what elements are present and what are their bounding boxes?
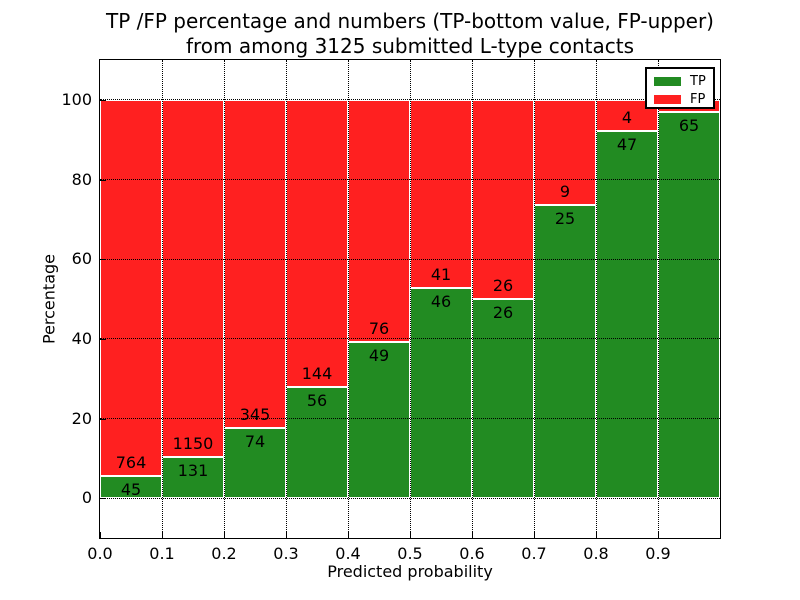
x-tick-mark [286, 532, 287, 538]
y-tick-mark [100, 99, 106, 101]
tp-bar-segment [162, 457, 224, 499]
tp-count-label: 25 [554, 209, 576, 229]
y-tick-label: 100 [61, 89, 92, 109]
tp-bar-segment [472, 299, 534, 499]
fp-count-label: 9 [559, 182, 571, 202]
y-tick-mark [100, 259, 106, 261]
v-gridline [347, 60, 349, 538]
x-tick-mark [534, 532, 535, 538]
x-tick-label: 0.1 [149, 544, 175, 563]
fp-count-label: 26 [492, 276, 514, 295]
tp-bar-segment [534, 205, 596, 499]
v-gridline [409, 60, 411, 538]
tp-count-label: 74 [244, 431, 266, 451]
tp-bar-segment [224, 427, 286, 499]
x-tick-label: 0.7 [521, 544, 547, 563]
tp-count-label: 46 [430, 291, 452, 311]
fp-bar-segment [100, 99, 162, 476]
tp-bar-segment [410, 287, 472, 499]
v-gridline [223, 60, 225, 538]
tp-count-label: 131 [177, 461, 209, 481]
x-tick-label: 0.9 [645, 544, 671, 563]
fp-count-label: 76 [368, 319, 390, 339]
y-tick-label: 80 [71, 169, 92, 189]
tp-count-label: 65 [678, 115, 700, 135]
tp-count-label: 45 [120, 480, 142, 499]
y-tick-mark [100, 179, 106, 181]
x-tick-mark [100, 532, 101, 538]
chart-title-line2: from among 3125 submitted L-type contact… [185, 34, 635, 58]
tp-count-label: 26 [492, 303, 514, 322]
x-axis-label: Predicted probability [327, 562, 493, 581]
plot-area: 764 45 1150 131 345 74 144 56 76 49 41 46 26 26 9 25 4 47… [99, 59, 721, 539]
fp-count-label: 345 [239, 404, 271, 424]
tp-bar-segment [286, 386, 348, 499]
y-tick-mark [100, 338, 106, 340]
tp-count-label: 49 [368, 346, 390, 366]
tp-bar-segment [596, 131, 658, 499]
x-tick-mark [658, 532, 659, 538]
chart-title-line1: TP /FP percentage and numbers (TP-bottom… [106, 9, 714, 33]
legend-label: FP [690, 91, 706, 107]
fp-bar-segment [534, 99, 596, 206]
v-gridline [657, 60, 659, 538]
tp-bar-segment [658, 111, 720, 499]
tp-bar-segment [348, 342, 410, 499]
legend-row: FP [654, 91, 713, 107]
x-tick-label: 0.3 [273, 544, 299, 563]
x-tick-mark [348, 532, 349, 538]
y-tick-label: 40 [71, 328, 92, 348]
legend-label: TP [690, 73, 706, 89]
fp-legend-swatch [654, 94, 681, 104]
y-tick-label: 60 [71, 249, 92, 269]
x-tick-mark [596, 532, 597, 538]
legend-row: TP [654, 73, 713, 89]
tp-count-label: 56 [306, 390, 328, 410]
x-tick-mark [224, 532, 225, 538]
x-tick-mark [162, 532, 163, 538]
v-gridline [471, 60, 473, 538]
fp-bar-segment [162, 99, 224, 458]
fp-bar-segment [224, 99, 286, 428]
fp-count-label: 1150 [172, 434, 214, 454]
v-gridline [533, 60, 535, 538]
y-tick-label: 0 [81, 488, 92, 508]
legend: TP FP [645, 67, 715, 109]
y-tick-mark [100, 498, 106, 500]
tp-count-label: 47 [616, 135, 638, 155]
chart-title: TP /FP percentage and numbers (TP-bottom… [100, 9, 720, 59]
x-tick-mark [410, 532, 411, 538]
fp-count-label: 41 [430, 264, 452, 284]
fp-count-label: 4 [621, 108, 633, 128]
fp-bar-segment [348, 99, 410, 342]
y-tick-mark [100, 418, 106, 420]
fp-count-label: 144 [301, 363, 333, 383]
fp-bar-segment [472, 99, 534, 299]
fp-bar-segment [410, 99, 472, 288]
x-tick-label: 0.4 [335, 544, 361, 563]
fp-bar-segment [286, 99, 348, 387]
y-tick-label: 20 [71, 408, 92, 428]
x-tick-label: 0.0 [87, 544, 113, 563]
v-gridline [595, 60, 597, 538]
fp-count-label: 764 [115, 453, 147, 472]
v-gridline [285, 60, 287, 538]
x-tick-mark [472, 532, 473, 538]
x-tick-label: 0.5 [397, 544, 423, 563]
tp-legend-swatch [654, 76, 681, 86]
x-tick-label: 0.6 [459, 544, 485, 563]
v-gridline [161, 60, 163, 538]
x-tick-label: 0.8 [583, 544, 609, 563]
x-tick-label: 0.2 [211, 544, 237, 563]
